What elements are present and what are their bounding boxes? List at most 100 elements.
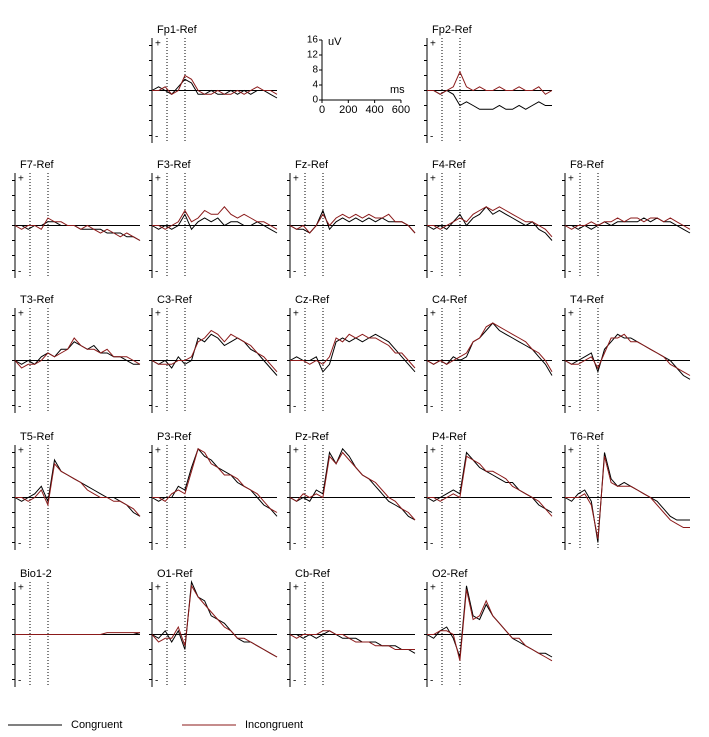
waveform bbox=[151, 333, 278, 376]
waveform bbox=[151, 580, 278, 658]
waveform bbox=[14, 458, 141, 517]
waveform bbox=[152, 74, 278, 95]
plus-sign: + bbox=[430, 583, 436, 594]
panel-title: Pz-Ref bbox=[295, 431, 330, 443]
plus-sign: + bbox=[568, 174, 574, 185]
plus-sign: + bbox=[18, 174, 24, 185]
waveform bbox=[427, 589, 553, 662]
waveform bbox=[564, 333, 691, 376]
waveform bbox=[152, 206, 278, 230]
waveform bbox=[151, 584, 278, 658]
plus-sign: + bbox=[155, 174, 161, 185]
waveform bbox=[15, 462, 141, 517]
plus-sign: + bbox=[155, 39, 161, 50]
panel-title: P3-Ref bbox=[157, 431, 192, 443]
minus-sign: - bbox=[18, 539, 21, 550]
minus-sign: - bbox=[430, 402, 433, 413]
minus-sign: - bbox=[293, 539, 296, 550]
panel-title: F7-Ref bbox=[20, 159, 55, 171]
waveform bbox=[151, 78, 278, 99]
waveform bbox=[14, 217, 141, 241]
minus-sign: - bbox=[18, 676, 21, 687]
plus-sign: + bbox=[430, 446, 436, 457]
waveform bbox=[289, 213, 416, 234]
waveform bbox=[426, 322, 553, 373]
panel-title: C4-Ref bbox=[432, 294, 468, 306]
minus-sign: - bbox=[155, 132, 158, 143]
scale-x-label: ms bbox=[390, 84, 405, 96]
waveform bbox=[289, 451, 416, 521]
panel-title: T6-Ref bbox=[570, 431, 605, 443]
waveform bbox=[564, 333, 691, 380]
waveform bbox=[426, 322, 553, 376]
minus-sign: - bbox=[155, 267, 158, 278]
minus-sign: - bbox=[430, 676, 433, 687]
waveform bbox=[290, 333, 416, 369]
panel-title: Cb-Ref bbox=[295, 568, 331, 580]
panel-title: F8-Ref bbox=[570, 159, 605, 171]
minus-sign: - bbox=[293, 676, 296, 687]
panel-title: Bio1-2 bbox=[20, 568, 52, 580]
scale-y-tick-label: 4 bbox=[312, 80, 318, 91]
plus-sign: + bbox=[18, 583, 24, 594]
waveform bbox=[564, 452, 690, 543]
minus-sign: - bbox=[18, 267, 21, 278]
waveform bbox=[15, 221, 141, 241]
minus-sign: - bbox=[430, 267, 433, 278]
plus-sign: + bbox=[18, 446, 24, 457]
minus-sign: - bbox=[155, 676, 158, 687]
panel-title: O1-Ref bbox=[157, 568, 193, 580]
waveform bbox=[14, 337, 141, 369]
scale-x-tick-label: 400 bbox=[365, 104, 383, 116]
panel-title: Fp1-Ref bbox=[157, 24, 198, 36]
minus-sign: - bbox=[293, 267, 296, 278]
waveform bbox=[289, 447, 416, 521]
panel-title: T3-Ref bbox=[20, 294, 55, 306]
minus-sign: - bbox=[293, 402, 296, 413]
waveform bbox=[426, 585, 553, 658]
panel-title: Fz-Ref bbox=[295, 159, 329, 171]
scale-y-label: uV bbox=[328, 36, 342, 48]
minus-sign: - bbox=[155, 402, 158, 413]
legend-label: Incongruent bbox=[245, 719, 303, 731]
waveform bbox=[151, 447, 278, 517]
panel-title: F4-Ref bbox=[432, 159, 467, 171]
minus-sign: - bbox=[18, 402, 21, 413]
plus-sign: + bbox=[568, 446, 574, 457]
minus-sign: - bbox=[568, 267, 571, 278]
plus-sign: + bbox=[293, 583, 299, 594]
waveform bbox=[565, 217, 691, 234]
waveform bbox=[289, 630, 415, 650]
scale-x-tick-label: 200 bbox=[339, 104, 357, 116]
plus-sign: + bbox=[293, 309, 299, 320]
plus-sign: + bbox=[293, 174, 299, 185]
scale-y-tick-label: 8 bbox=[312, 65, 318, 76]
panel-title: T4-Ref bbox=[570, 294, 605, 306]
waveform bbox=[427, 70, 553, 95]
panel-title: F3-Ref bbox=[157, 159, 192, 171]
waveform bbox=[426, 451, 553, 513]
scale-x-tick-label: 600 bbox=[392, 104, 410, 116]
waveform bbox=[565, 456, 690, 539]
plus-sign: + bbox=[18, 309, 24, 320]
waveform bbox=[152, 448, 278, 513]
panel-title: T5-Ref bbox=[20, 431, 55, 443]
plus-sign: + bbox=[568, 309, 574, 320]
plus-sign: + bbox=[430, 39, 436, 50]
scale-y-tick-label: 0 bbox=[312, 95, 318, 106]
scale-x-tick-label: 0 bbox=[319, 104, 325, 116]
panel-title: Fp2-Ref bbox=[432, 24, 473, 36]
waveform bbox=[289, 333, 416, 373]
waveform bbox=[564, 217, 691, 230]
panel-title: P4-Ref bbox=[432, 431, 467, 443]
plus-sign: + bbox=[293, 446, 299, 457]
panel-title: Cz-Ref bbox=[295, 294, 330, 306]
panel-title: O2-Ref bbox=[432, 568, 468, 580]
waveform bbox=[151, 213, 278, 234]
scale-y-tick-label: 12 bbox=[307, 50, 319, 61]
plus-sign: + bbox=[155, 309, 161, 320]
waveform bbox=[427, 455, 553, 517]
minus-sign: - bbox=[568, 539, 571, 550]
scale-y-tick-label: 16 bbox=[307, 35, 319, 46]
panel-title: C3-Ref bbox=[157, 294, 193, 306]
